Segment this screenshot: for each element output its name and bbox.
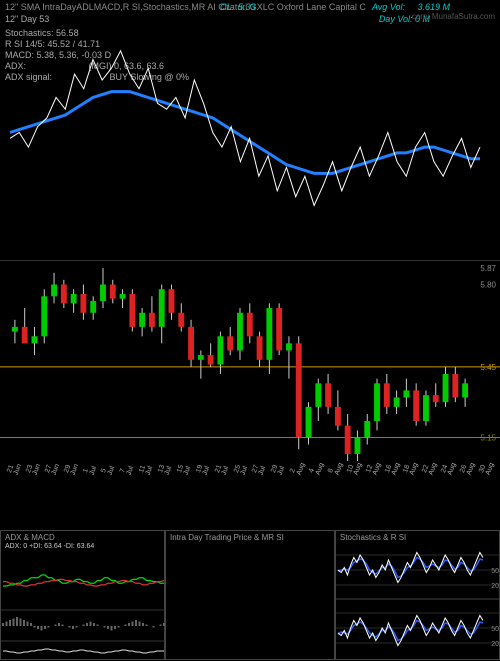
- candle-panel: 5.87 5.80 5.45 5.15 21 Jun23 Jun27 Jun29 Ju…: [0, 260, 500, 490]
- svg-text:5.87: 5.87: [480, 264, 496, 273]
- svg-text:20: 20: [491, 641, 499, 648]
- sma-panel: [0, 45, 500, 220]
- stoch-title: Stochastics & R SI: [340, 533, 406, 542]
- avg-vol-value: 3.619 M: [417, 2, 450, 12]
- period-label: 12" Day 53: [5, 14, 49, 24]
- intraday-panel: Intra Day Trading Price & MR SI: [165, 530, 335, 660]
- sma-chart: [0, 45, 500, 220]
- adx-chart: [1, 531, 166, 661]
- avg-vol-label: Avg Vol:: [372, 2, 405, 12]
- header-line1: 12" SMA IntraDayADLMACD,R SI,Stochastics…: [5, 2, 366, 12]
- svg-text:50: 50: [491, 568, 499, 575]
- watermark: corp: MunafaSutra.com: [412, 12, 495, 21]
- svg-text:5.80: 5.80: [480, 281, 496, 290]
- intra-title: Intra Day Trading Price & MR SI: [170, 533, 284, 542]
- adx-values: ADX: 0 +DI: 63.64 -DI: 63.64: [5, 543, 94, 550]
- date-axis: 21 Jun23 Jun27 Jun29 Jun1 Jul5 Jul7 Jul1…: [0, 463, 500, 477]
- close-label: CL:: [220, 2, 234, 12]
- adx-title: ADX & MACD: [5, 533, 55, 542]
- svg-text:20: 20: [491, 583, 499, 590]
- stoch-label: Stochastics:: [5, 28, 54, 38]
- svg-text:5.45: 5.45: [480, 363, 496, 372]
- stoch-chart: 50 20 50 20: [336, 531, 500, 661]
- sub-panels-row: ADX & MACD ADX: 0 +DI: 63.64 -DI: 63.64 …: [0, 530, 500, 660]
- stoch-val: 56.58: [56, 28, 79, 38]
- candle-chart: 5.87 5.80 5.45 5.15: [0, 261, 500, 461]
- close-value: 5.33: [238, 2, 256, 12]
- stochastics-panel: Stochastics & R SI 50 20 50 20: [335, 530, 500, 660]
- svg-text:5.15: 5.15: [480, 433, 496, 442]
- adx-macd-panel: ADX & MACD ADX: 0 +DI: 63.64 -DI: 63.64: [0, 530, 165, 660]
- svg-text:50: 50: [491, 626, 499, 633]
